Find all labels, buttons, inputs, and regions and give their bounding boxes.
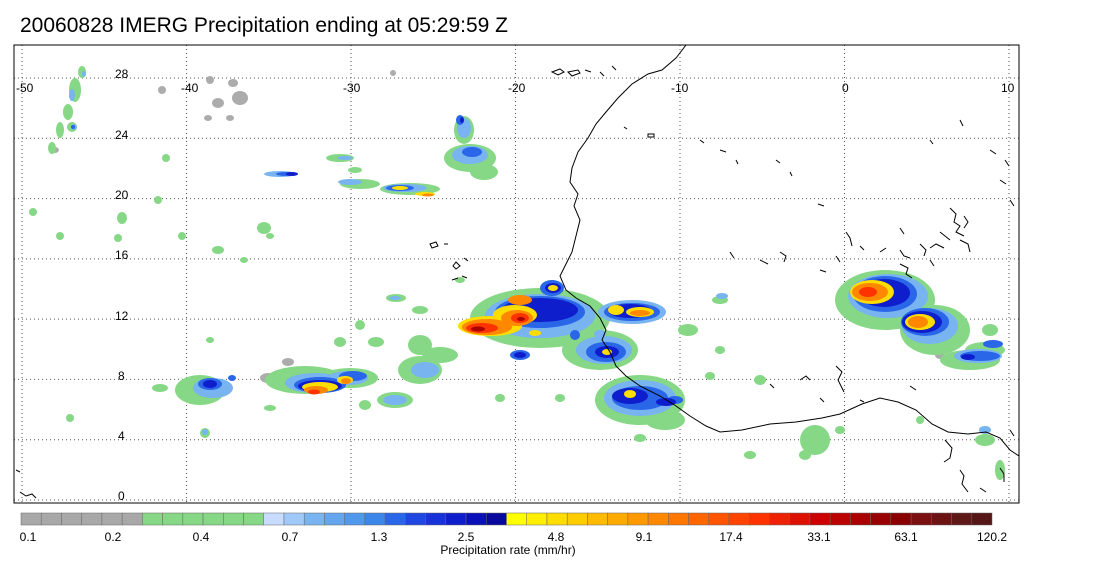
lon-tick-label: -50 — [16, 81, 34, 95]
map-gridlines — [14, 45, 1019, 503]
colorbar-swatch — [243, 512, 264, 526]
lat-tick-label: 12 — [115, 309, 129, 323]
colorbar-swatch — [465, 512, 487, 526]
precipitation-field — [29, 66, 1005, 480]
colorbar-swatch — [121, 512, 143, 526]
colorbar-swatch — [587, 512, 608, 526]
colorbar-swatch — [769, 512, 790, 526]
colorbar-swatch — [142, 512, 163, 526]
colorbar-swatch — [910, 512, 932, 526]
colorbar-label: 0.1 — [19, 530, 37, 544]
colorbar-swatch — [425, 512, 447, 526]
colorbar-swatch — [971, 512, 993, 526]
lon-tick-label: -40 — [181, 81, 199, 95]
colorbar-swatch — [526, 512, 548, 526]
colorbar-label: 0.7 — [281, 530, 299, 544]
colorbar-title: Precipitation rate (mm/hr) — [440, 543, 576, 557]
colorbar-swatch — [829, 512, 851, 526]
colorbar-swatch — [850, 512, 871, 526]
colorbar-label: 2.5 — [457, 530, 475, 544]
colorbar-label: 1.3 — [370, 530, 388, 544]
lon-tick-label: 0 — [842, 81, 849, 95]
lon-tick-label: -20 — [508, 81, 526, 95]
lon-tick-label: -10 — [671, 81, 689, 95]
colorbar-label: 63.1 — [894, 530, 918, 544]
colorbar-swatch — [202, 512, 224, 526]
colorbar-swatch — [749, 512, 770, 526]
colorbar-swatch — [688, 512, 710, 526]
colorbar-swatch — [931, 512, 952, 526]
colorbar-swatch — [20, 512, 42, 526]
colorbar-swatch — [728, 512, 750, 526]
lat-tick-label: 28 — [115, 67, 129, 81]
lat-tick-label: 0 — [118, 489, 125, 503]
colorbar-swatch — [870, 512, 892, 526]
colorbar-swatch — [486, 512, 507, 526]
lat-tick-label: 20 — [115, 188, 129, 202]
colorbar-label: 120.2 — [976, 530, 1008, 544]
colorbar-swatch — [668, 512, 689, 526]
colorbar-swatch — [506, 512, 527, 526]
colorbar-swatch — [627, 512, 649, 526]
colorbar-swatch — [405, 512, 426, 526]
coastlines — [15, 45, 1019, 499]
colorbar-swatch — [223, 512, 244, 526]
colorbar-swatch — [445, 512, 467, 526]
colorbar-label: 17.4 — [719, 530, 743, 544]
map-frame — [13, 44, 1020, 504]
colorbar-swatch — [101, 512, 123, 526]
colorbar-swatch — [708, 512, 730, 526]
colorbar-swatch — [384, 512, 406, 526]
colorbar-label: 0.2 — [104, 530, 122, 544]
colorbar-label: 4.8 — [547, 530, 565, 544]
colorbar-swatch — [951, 512, 973, 526]
lon-tick-label: -30 — [343, 81, 361, 95]
lat-tick-label: 4 — [118, 429, 125, 443]
colorbar-swatch — [324, 512, 345, 526]
colorbar-label: 0.4 — [192, 530, 210, 544]
colorbar — [20, 512, 993, 526]
colorbar-swatch — [263, 512, 285, 526]
colorbar-swatch — [566, 512, 588, 526]
map-title: 20060828 IMERG Precipitation ending at 0… — [20, 14, 508, 37]
lon-tick-label: 10 — [1001, 81, 1015, 95]
colorbar-swatch — [182, 512, 204, 526]
colorbar-swatch — [344, 512, 366, 526]
colorbar-swatch — [162, 512, 184, 526]
lat-tick-label: 8 — [118, 369, 125, 383]
colorbar-swatch — [546, 512, 568, 526]
colorbar-swatch — [81, 512, 103, 526]
colorbar-swatch — [647, 512, 669, 526]
colorbar-swatch — [607, 512, 629, 526]
colorbar-swatch — [809, 512, 831, 526]
colorbar-swatch — [789, 512, 811, 526]
colorbar-swatch — [61, 512, 82, 526]
colorbar-label: 9.1 — [635, 530, 653, 544]
colorbar-swatch — [303, 512, 325, 526]
colorbar-label: 33.1 — [807, 530, 831, 544]
lat-tick-label: 24 — [115, 128, 129, 142]
colorbar-swatch — [364, 512, 386, 526]
colorbar-swatch — [890, 512, 912, 526]
lat-tick-label: 16 — [115, 248, 129, 262]
colorbar-swatch — [283, 512, 305, 526]
colorbar-swatch — [40, 512, 62, 526]
